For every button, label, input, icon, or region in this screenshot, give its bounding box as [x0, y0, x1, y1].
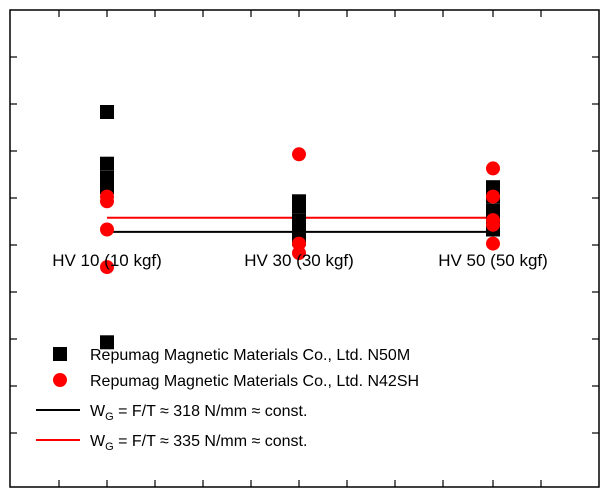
- data-point-circle: [100, 260, 114, 275]
- category-label: HV 50 (50 kgf): [438, 251, 548, 270]
- legend-marker-circle: [53, 373, 67, 387]
- legend-marker-square: [53, 347, 67, 361]
- legend-label: WG = F/T ≈ 335 N/mm ≈ const.: [90, 433, 307, 453]
- legend-label: WG = F/T ≈ 318 N/mm ≈ const.: [90, 403, 307, 423]
- category-label: HV 10 (10 kgf): [52, 251, 162, 270]
- data-point-circle: [486, 161, 500, 176]
- legend-label: Repumag Magnetic Materials Co., Ltd. N50…: [90, 347, 410, 364]
- category-label: HV 30 (30 kgf): [244, 251, 354, 270]
- data-point-circle: [486, 236, 500, 251]
- data-points: [100, 105, 500, 350]
- data-point-square: [100, 156, 114, 171]
- data-point-square: [292, 199, 306, 213]
- legend-label: Repumag Magnetic Materials Co., Ltd. N42…: [90, 373, 419, 390]
- plot-border: [9, 9, 600, 488]
- data-point-square: [100, 105, 114, 119]
- plot-frame: [9, 9, 600, 488]
- category-labels: HV 10 (10 kgf) HV 30 (30 kgf) HV 50 (50 kg…: [52, 251, 548, 270]
- data-point-circle: [486, 217, 500, 232]
- data-point-circle: [292, 147, 306, 162]
- data-point-circle: [100, 222, 114, 237]
- data-point-circle: [486, 189, 500, 204]
- legend: Repumag Magnetic Materials Co., Ltd. N50…: [36, 347, 419, 453]
- data-point-circle: [100, 194, 114, 209]
- data-point-square: [100, 335, 114, 350]
- data-point-circle: [292, 246, 306, 260]
- axis-ticks: [10, 10, 599, 487]
